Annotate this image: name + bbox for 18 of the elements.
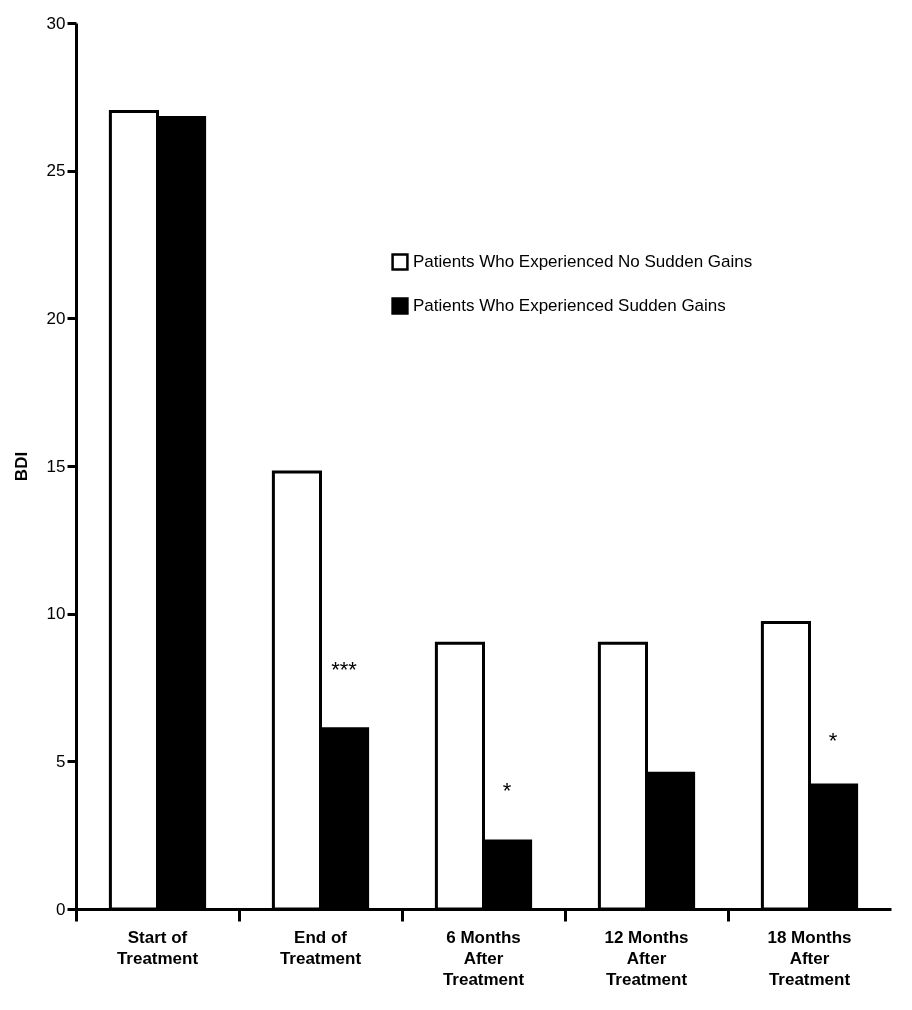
y-tick-label: 0 — [56, 899, 66, 919]
x-tick-label: End of Treatment — [279, 927, 362, 968]
x-tick-label: 12 Months After Treatment — [604, 927, 689, 989]
y-tick-label: 30 — [46, 13, 66, 33]
x-tick-label: 6 Months After Treatment — [442, 927, 525, 989]
y-tick-label: 5 — [56, 751, 66, 771]
y-tick-label: 20 — [46, 308, 66, 328]
legend-label: Patients Who Experienced Sudden Gains — [413, 296, 726, 315]
y-tick-label: 10 — [46, 604, 66, 624]
x-tick-label: 18 Months After Treatment — [767, 927, 852, 989]
y-tick-label: 15 — [46, 456, 66, 476]
y-axis-title: BDI — [11, 451, 31, 482]
annotation: * — [502, 777, 512, 803]
annotation: *** — [331, 656, 358, 682]
legend-label: Patients Who Experienced No Sudden Gains — [413, 252, 753, 271]
y-tick-label: 25 — [46, 161, 66, 181]
annotation: * — [828, 727, 838, 753]
x-tick-label: Start of Treatment — [116, 927, 199, 968]
